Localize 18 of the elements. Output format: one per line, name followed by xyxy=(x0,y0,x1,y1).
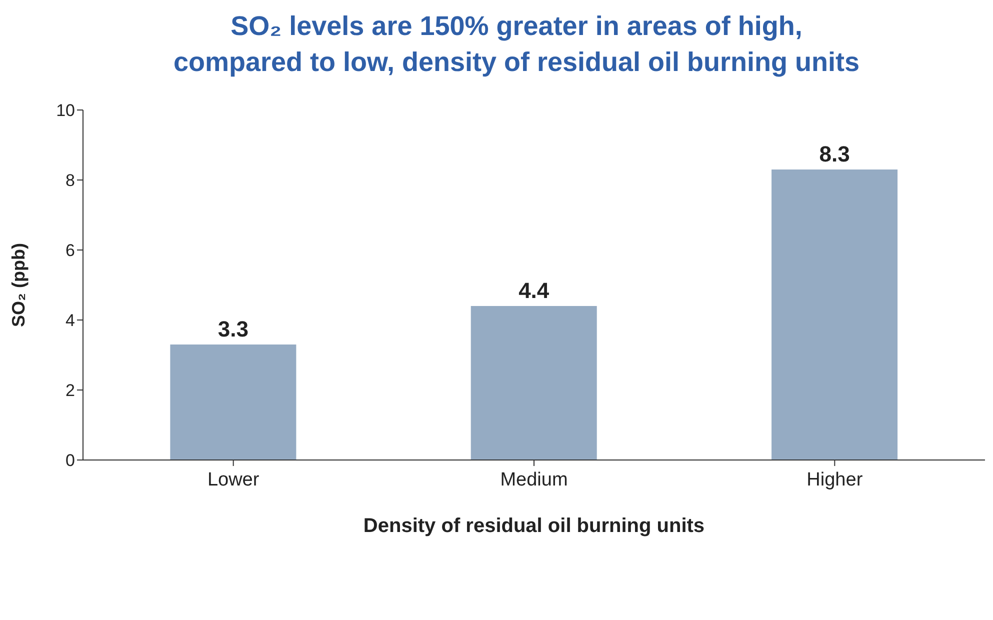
y-tick-label: 6 xyxy=(66,241,75,260)
bar xyxy=(772,170,898,460)
y-tick-label: 8 xyxy=(66,171,75,190)
x-tick-label: Higher xyxy=(806,469,864,490)
x-axis-title: Density of residual oil burning units xyxy=(363,515,705,537)
y-tick-label: 4 xyxy=(66,311,75,330)
data-label: 8.3 xyxy=(819,142,850,166)
y-tick-label: 2 xyxy=(66,381,75,400)
bar xyxy=(470,306,597,460)
x-tick-label: Medium xyxy=(500,469,568,490)
data-label: 4.4 xyxy=(518,278,550,303)
y-tick-label: 10 xyxy=(56,101,75,120)
chart-title: SO₂ levels are 150% greater in areas of high, compared to low, density of residual oil burning units xyxy=(172,10,861,79)
y-tick-label: 0 xyxy=(66,451,75,470)
y-axis-title: SO₂ (ppb) xyxy=(8,243,28,327)
bar xyxy=(170,344,296,460)
x-tick-label: Lower xyxy=(207,469,260,490)
data-label: 3.3 xyxy=(218,316,248,342)
